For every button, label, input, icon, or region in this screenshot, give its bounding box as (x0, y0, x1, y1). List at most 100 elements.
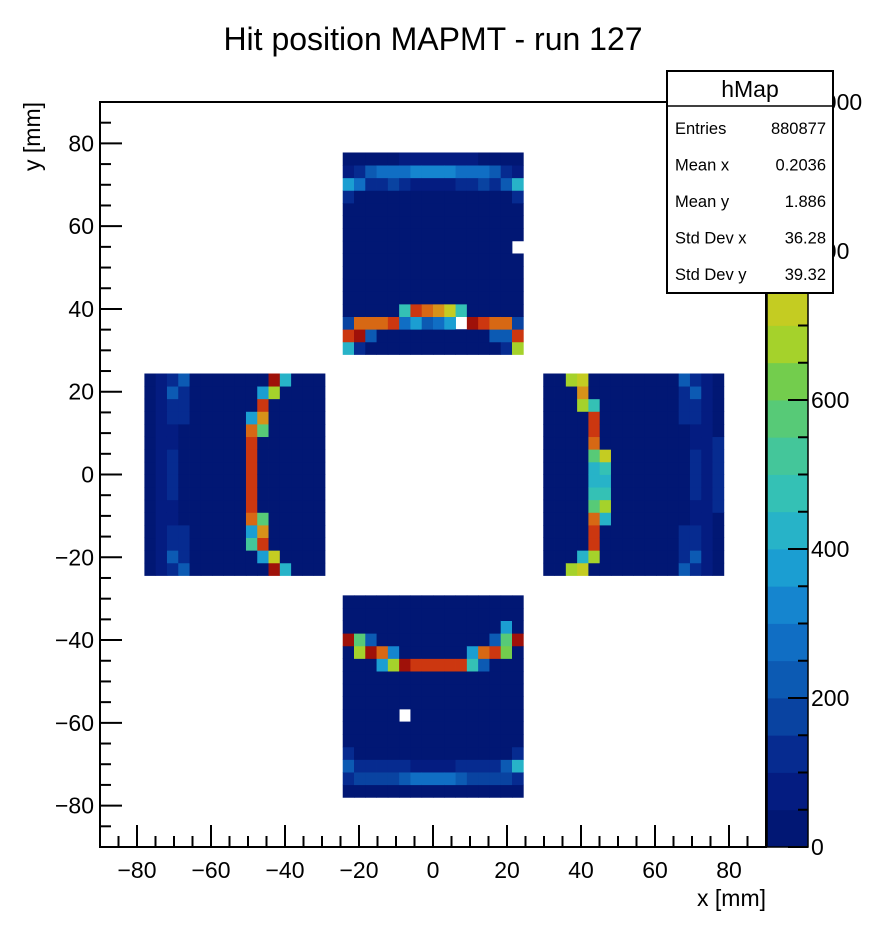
heatmap-cell (565, 550, 578, 564)
heatmap-cell (678, 386, 691, 400)
heatmap-cell (543, 524, 555, 539)
y-tick-label: 40 (68, 296, 94, 322)
heatmap-cell (279, 537, 292, 551)
heatmap-cell (302, 474, 315, 488)
heatmap-cell (444, 316, 456, 330)
heatmap-cell (633, 411, 646, 425)
heatmap-cell (410, 228, 423, 242)
heatmap-cell (387, 228, 400, 242)
heatmap-cell (577, 537, 589, 551)
heatmap-cell (257, 499, 269, 513)
heatmap-cell (565, 373, 578, 387)
heatmap-cell (512, 278, 524, 292)
heatmap-cell (376, 202, 389, 217)
heatmap-cell (279, 424, 292, 438)
heatmap-cell (633, 550, 646, 564)
heatmap-cell (410, 291, 423, 305)
heatmap-cell (421, 759, 434, 773)
heatmap-cell (644, 537, 657, 551)
heatmap-cell (433, 177, 445, 191)
heatmap-cell (565, 436, 578, 450)
heatmap-cell (212, 449, 224, 463)
heatmap-cell (268, 550, 281, 564)
module-left (144, 373, 326, 576)
heatmap-cell (599, 550, 612, 564)
heatmap-cell (678, 512, 691, 526)
heatmap-cell (599, 537, 612, 551)
heatmap-cell (701, 449, 713, 463)
heatmap-cell (543, 449, 555, 463)
heatmap-cell (433, 329, 445, 343)
heatmap-cell (478, 746, 490, 760)
heatmap-cell (712, 499, 725, 513)
heatmap-cell (577, 398, 589, 412)
heatmap-cell (478, 620, 490, 634)
heatmap-cell (212, 398, 224, 412)
heatmap-cell (245, 499, 258, 513)
heatmap-cell (644, 436, 657, 450)
stats-value: 1.886 (785, 193, 826, 211)
heatmap-cell (200, 373, 213, 387)
colorbar-band (767, 623, 808, 662)
heatmap-cell (644, 424, 657, 438)
heatmap-cell (565, 487, 578, 501)
stats-label: Entries (675, 120, 726, 138)
heatmap-cell (433, 215, 445, 229)
heatmap-cell (223, 537, 236, 551)
heatmap-cell (588, 386, 601, 400)
heatmap-cell (313, 461, 326, 475)
heatmap-cell (478, 152, 490, 166)
heatmap-cell (376, 671, 389, 685)
heatmap-cell (200, 386, 213, 400)
heatmap-cell (466, 329, 479, 343)
heatmap-cell (189, 524, 202, 539)
heatmap-cell (268, 449, 281, 463)
heatmap-cell (599, 474, 612, 488)
heatmap-cell (588, 562, 601, 576)
heatmap-cell (500, 190, 513, 204)
heatmap-cell (291, 398, 303, 412)
heatmap-cell (433, 165, 445, 179)
heatmap-cell (387, 645, 400, 659)
heatmap-cell (166, 537, 179, 551)
heatmap-cell (245, 461, 258, 475)
heatmap-cell (279, 373, 292, 387)
heatmap-cell (421, 671, 434, 685)
heatmap-cell (365, 772, 377, 786)
heatmap-cell (200, 562, 213, 576)
heatmap-cell (155, 487, 168, 501)
heatmap-cell (433, 278, 445, 292)
heatmap-cell (302, 461, 315, 475)
heatmap-cell (376, 177, 389, 191)
heatmap-cell (365, 253, 377, 267)
heatmap-cell (701, 386, 713, 400)
heatmap-cell (466, 253, 479, 267)
heatmap-cell (234, 386, 247, 400)
heatmap-cell (455, 721, 468, 735)
y-axis-title: y [mm] (19, 102, 45, 171)
heatmap-cell (421, 620, 434, 634)
heatmap-cell (279, 411, 292, 425)
heatmap-cell (656, 461, 668, 475)
heatmap-cell (489, 152, 502, 166)
heatmap-cell (365, 278, 377, 292)
heatmap-cell (701, 524, 713, 539)
heatmap-cell (223, 461, 236, 475)
heatmap-cell (433, 341, 445, 355)
heatmap-cell (342, 190, 355, 204)
heatmap-cell (455, 658, 468, 672)
heatmap-cell (166, 424, 179, 438)
heatmap-cell (399, 266, 411, 280)
heatmap-cell (223, 398, 236, 412)
heatmap-cell (279, 474, 292, 488)
heatmap-cell (577, 461, 589, 475)
heatmap-cell (245, 524, 258, 539)
heatmap-cell (633, 373, 646, 387)
heatmap-cell (678, 537, 691, 551)
heatmap-cell (399, 202, 411, 217)
heatmap-cell (701, 424, 713, 438)
heatmap-cell (421, 721, 434, 735)
heatmap-cell (399, 152, 411, 166)
heatmap-cell (421, 190, 434, 204)
heatmap-cell (656, 499, 668, 513)
